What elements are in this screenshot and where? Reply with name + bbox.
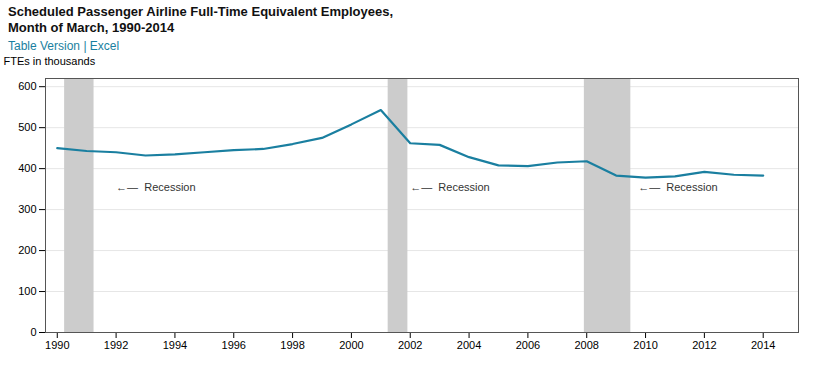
svg-text:2008: 2008	[574, 339, 598, 351]
svg-text:200: 200	[18, 244, 36, 256]
svg-text:2014: 2014	[751, 339, 775, 351]
svg-text:0: 0	[30, 326, 36, 338]
svg-text:1990: 1990	[45, 339, 69, 351]
svg-text:600: 600	[18, 80, 36, 92]
svg-text:FTEs in thousands: FTEs in thousands	[4, 55, 96, 67]
svg-text:1998: 1998	[280, 339, 304, 351]
svg-text:400: 400	[18, 162, 36, 174]
svg-text:1994: 1994	[163, 339, 187, 351]
html-text:Table Version | Excel: Table Version | Excel	[8, 39, 120, 53]
svg-text:500: 500	[18, 121, 36, 133]
svg-text:100: 100	[18, 285, 36, 297]
html-text:Scheduled Passenger Airline Fu: Scheduled Passenger Airline Full-Time Eq…	[8, 4, 394, 35]
svg-text:1992: 1992	[104, 339, 128, 351]
svg-text:2000: 2000	[339, 339, 363, 351]
svg-text:2012: 2012	[692, 339, 716, 351]
svg-text:←— Recession: ←— Recession	[638, 181, 717, 193]
svg-text:300: 300	[18, 203, 36, 215]
svg-text:←— Recession: ←— Recession	[116, 181, 195, 193]
svg-text:2010: 2010	[633, 339, 657, 351]
svg-text:←— Recession: ←— Recession	[410, 181, 489, 193]
svg-text:2004: 2004	[457, 339, 481, 351]
svg-text:2006: 2006	[516, 339, 540, 351]
svg-text:1996: 1996	[222, 339, 246, 351]
svg-text:2002: 2002	[398, 339, 422, 351]
